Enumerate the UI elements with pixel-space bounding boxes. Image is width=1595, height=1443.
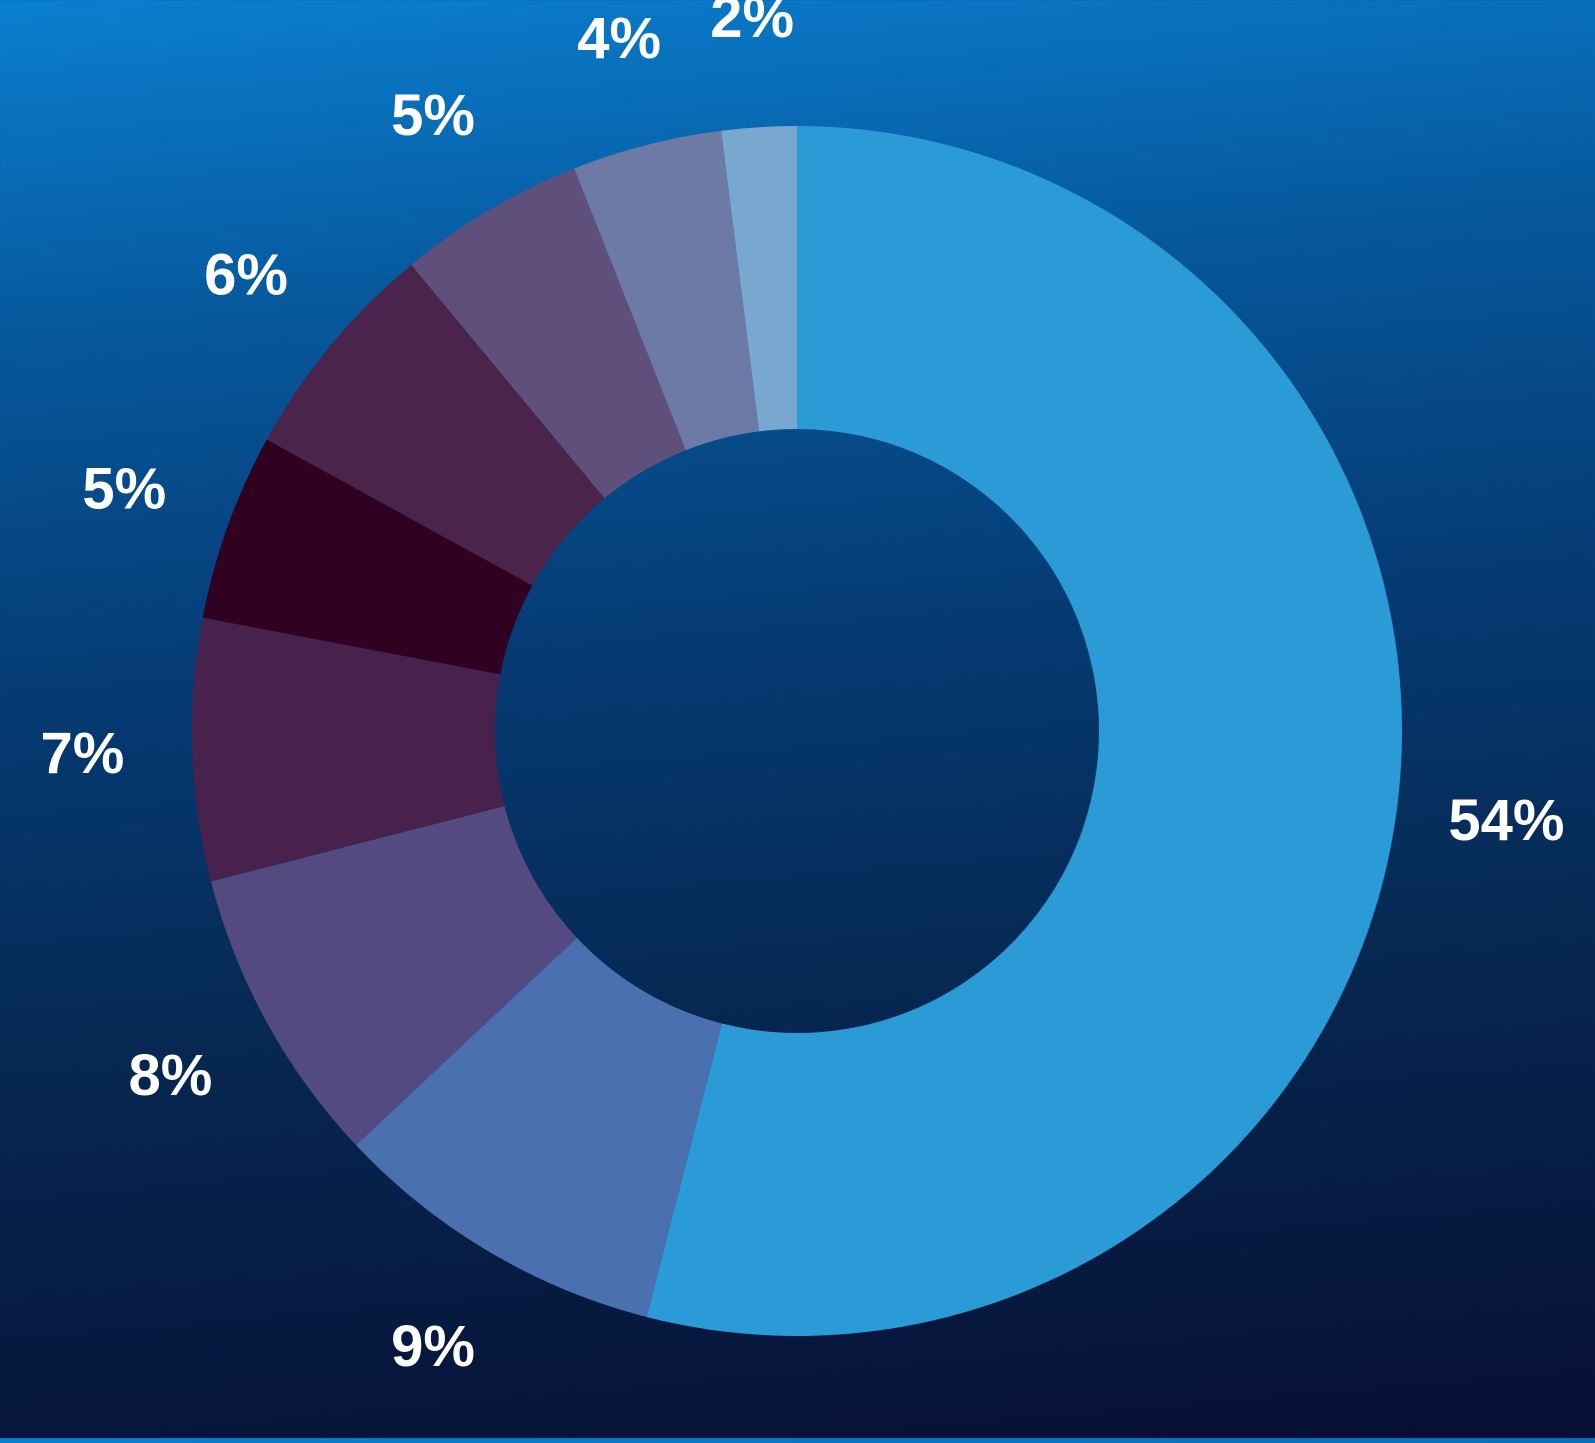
data-label-9: 2% (710, 0, 794, 50)
donut-slice-1 (646, 126, 1402, 1336)
data-label-3: 8% (129, 1043, 213, 1108)
donut-slice-8 (574, 130, 760, 451)
chart-slices (192, 126, 1402, 1336)
chart-labels: 54% 9% 8% 7% 5% 6% 5% 4% 2% (40, 0, 1564, 1379)
data-label-7: 5% (391, 83, 475, 148)
donut-slice-2 (355, 937, 722, 1317)
data-label-8: 4% (577, 6, 661, 71)
data-label-4: 7% (40, 721, 124, 786)
data-label-2: 9% (391, 1314, 475, 1379)
donut-slice-5 (202, 439, 533, 675)
donut-slice-4 (192, 617, 505, 882)
data-label-6: 6% (204, 243, 288, 308)
donut-slice-6 (266, 264, 605, 586)
data-label-1: 54% (1448, 788, 1564, 853)
data-label-5: 5% (82, 456, 166, 521)
donut-slice-7 (411, 168, 686, 499)
donut-slice-3 (211, 806, 577, 1146)
donut-slice-9 (721, 126, 797, 432)
